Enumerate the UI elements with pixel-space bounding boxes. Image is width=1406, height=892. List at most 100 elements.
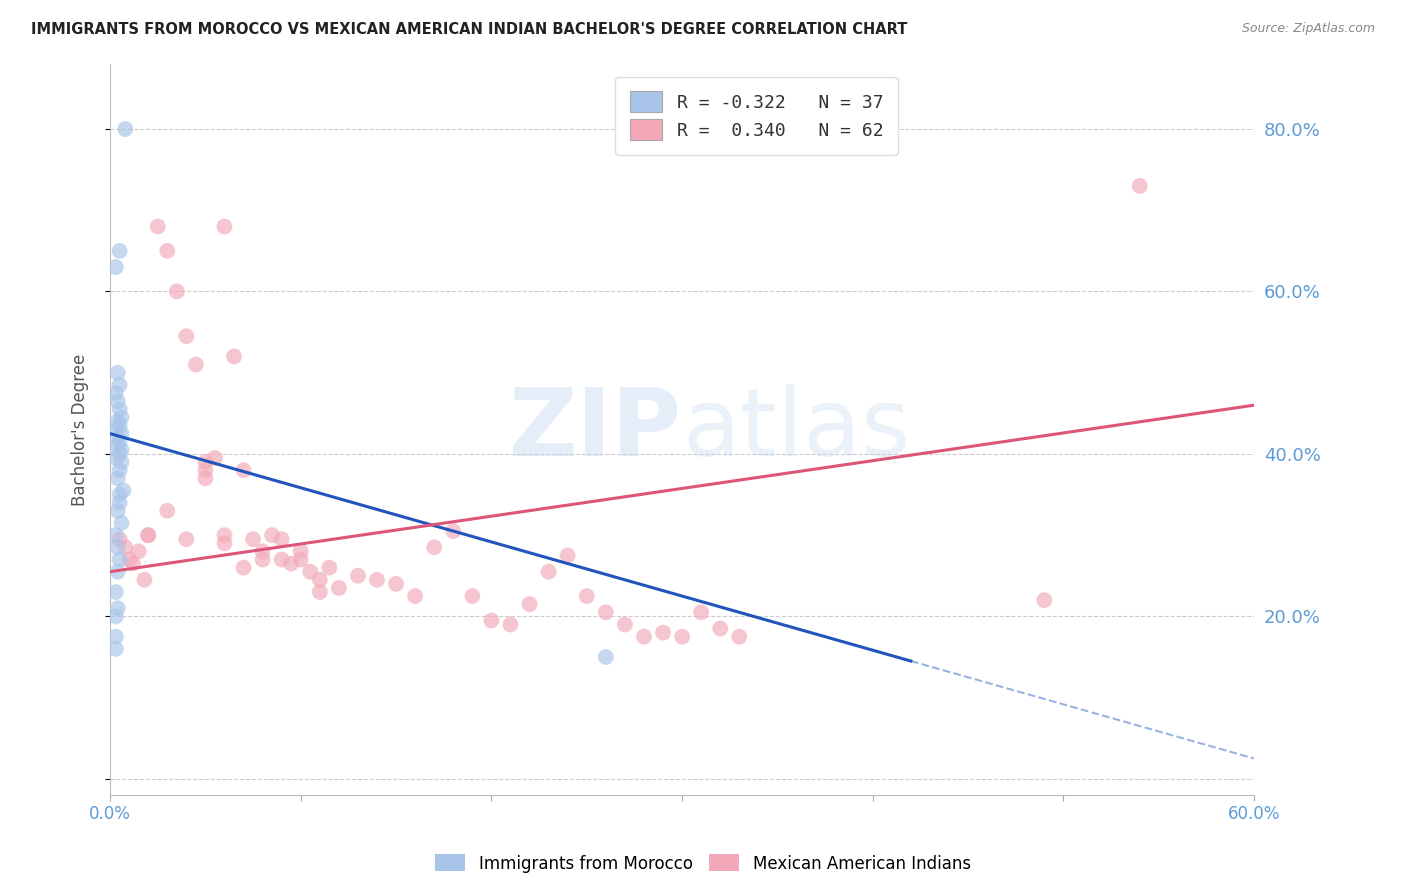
Legend: Immigrants from Morocco, Mexican American Indians: Immigrants from Morocco, Mexican America… xyxy=(429,847,977,880)
Point xyxy=(308,585,330,599)
Point xyxy=(184,358,207,372)
Point xyxy=(112,483,135,498)
Point xyxy=(110,516,132,530)
Point xyxy=(481,614,503,628)
Point xyxy=(108,552,131,566)
Text: atlas: atlas xyxy=(682,384,910,475)
Point xyxy=(613,617,636,632)
Text: Source: ZipAtlas.com: Source: ZipAtlas.com xyxy=(1241,22,1375,36)
Point xyxy=(104,609,127,624)
Point xyxy=(166,285,188,299)
Point xyxy=(347,568,370,582)
Point xyxy=(252,552,274,566)
Point xyxy=(146,219,169,234)
Point xyxy=(575,589,598,603)
Point xyxy=(107,601,129,615)
Point xyxy=(595,605,617,619)
Point xyxy=(280,557,302,571)
Point xyxy=(108,434,131,449)
Point xyxy=(104,585,127,599)
Point xyxy=(108,447,131,461)
Point xyxy=(214,219,236,234)
Point xyxy=(110,410,132,425)
Point xyxy=(1033,593,1056,607)
Point xyxy=(107,394,129,409)
Point xyxy=(104,630,127,644)
Point xyxy=(441,524,464,538)
Point xyxy=(270,532,292,546)
Point xyxy=(107,504,129,518)
Point xyxy=(104,423,127,437)
Point xyxy=(136,528,159,542)
Point xyxy=(118,552,141,566)
Point xyxy=(633,630,655,644)
Point xyxy=(134,573,156,587)
Point xyxy=(652,625,675,640)
Point xyxy=(104,260,127,274)
Point xyxy=(595,650,617,665)
Text: IMMIGRANTS FROM MOROCCO VS MEXICAN AMERICAN INDIAN BACHELOR'S DEGREE CORRELATION: IMMIGRANTS FROM MOROCCO VS MEXICAN AMERI… xyxy=(31,22,907,37)
Point xyxy=(728,630,751,644)
Point xyxy=(122,557,145,571)
Point xyxy=(176,532,198,546)
Point xyxy=(222,350,245,364)
Point xyxy=(104,450,127,465)
Point xyxy=(690,605,713,619)
Point xyxy=(107,366,129,380)
Point xyxy=(108,496,131,510)
Point xyxy=(108,418,131,433)
Point xyxy=(107,414,129,428)
Point xyxy=(108,244,131,258)
Point xyxy=(214,536,236,550)
Point xyxy=(194,455,217,469)
Point xyxy=(557,549,579,563)
Point xyxy=(262,528,284,542)
Point xyxy=(1129,178,1152,193)
Point xyxy=(108,487,131,501)
Point xyxy=(404,589,426,603)
Y-axis label: Bachelor's Degree: Bachelor's Degree xyxy=(72,353,89,506)
Point xyxy=(104,641,127,656)
Point xyxy=(499,617,522,632)
Point xyxy=(107,541,129,555)
Point xyxy=(709,622,731,636)
Point xyxy=(156,504,179,518)
Point xyxy=(108,402,131,417)
Point xyxy=(194,471,217,485)
Point xyxy=(108,532,131,546)
Point xyxy=(104,528,127,542)
Point xyxy=(252,544,274,558)
Point xyxy=(107,431,129,445)
Point xyxy=(110,455,132,469)
Point xyxy=(270,552,292,566)
Point xyxy=(114,541,136,555)
Point xyxy=(290,544,312,558)
Point xyxy=(136,528,159,542)
Point xyxy=(107,471,129,485)
Point xyxy=(204,450,226,465)
Point xyxy=(232,463,254,477)
Point xyxy=(107,565,129,579)
Point xyxy=(107,439,129,453)
Point xyxy=(128,544,150,558)
Point xyxy=(318,560,340,574)
Point xyxy=(242,532,264,546)
Point xyxy=(328,581,350,595)
Point xyxy=(176,329,198,343)
Point xyxy=(194,463,217,477)
Point xyxy=(299,565,322,579)
Point xyxy=(108,463,131,477)
Text: ZIP: ZIP xyxy=(509,384,682,475)
Point xyxy=(110,426,132,441)
Point xyxy=(671,630,693,644)
Point xyxy=(423,541,446,555)
Point xyxy=(461,589,484,603)
Point xyxy=(537,565,560,579)
Point xyxy=(366,573,388,587)
Point xyxy=(290,552,312,566)
Point xyxy=(232,560,254,574)
Point xyxy=(104,386,127,401)
Point xyxy=(108,377,131,392)
Point xyxy=(156,244,179,258)
Point xyxy=(308,573,330,587)
